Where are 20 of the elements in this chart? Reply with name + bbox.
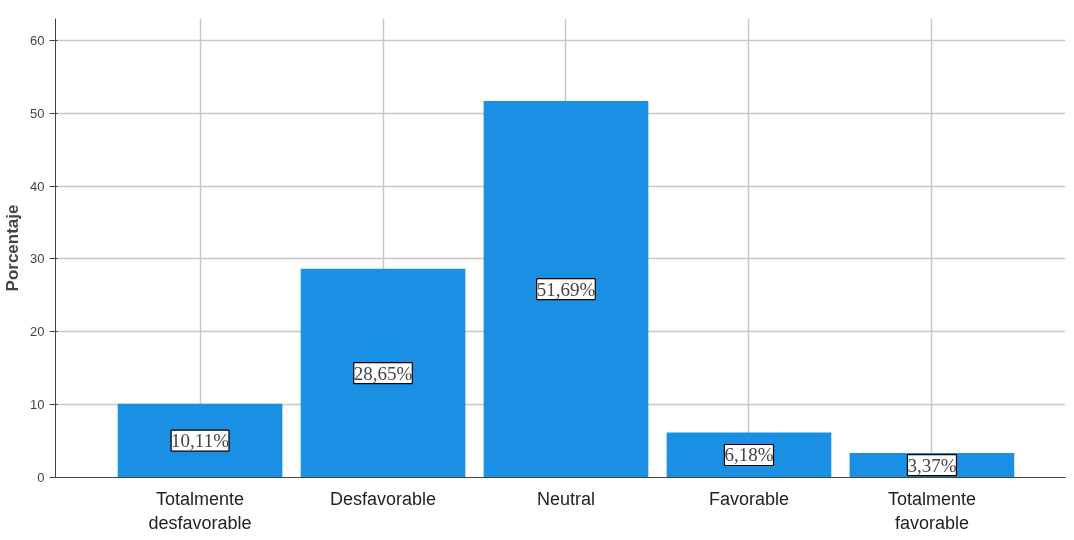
bar — [300, 268, 466, 478]
x-tick-label: Desfavorable — [329, 488, 437, 509]
y-tick-label: 60 — [30, 32, 45, 48]
data-label: 28,65% — [353, 362, 413, 384]
y-tick-label: 0 — [37, 470, 45, 485]
y-tick-label: 50 — [30, 105, 45, 121]
bar — [483, 100, 649, 478]
x-tick-label: Neutral — [536, 488, 596, 509]
y-tick-label: 20 — [30, 324, 45, 340]
x-tick-label: Totalmente desfavorable — [148, 488, 252, 533]
bar — [117, 403, 283, 478]
y-tick-label: 30 — [30, 251, 45, 267]
x-tick-label: Favorable — [708, 488, 789, 509]
data-label: 3,37% — [907, 454, 957, 476]
data-label: 51,69% — [536, 278, 596, 300]
data-label: 6,18% — [724, 444, 774, 466]
y-tick-label: 10 — [30, 397, 45, 413]
y-axis-title: Porcentaje — [3, 204, 23, 292]
y-tick-label: 40 — [30, 178, 45, 194]
x-tick-label: Totalmente favorable — [887, 488, 976, 533]
